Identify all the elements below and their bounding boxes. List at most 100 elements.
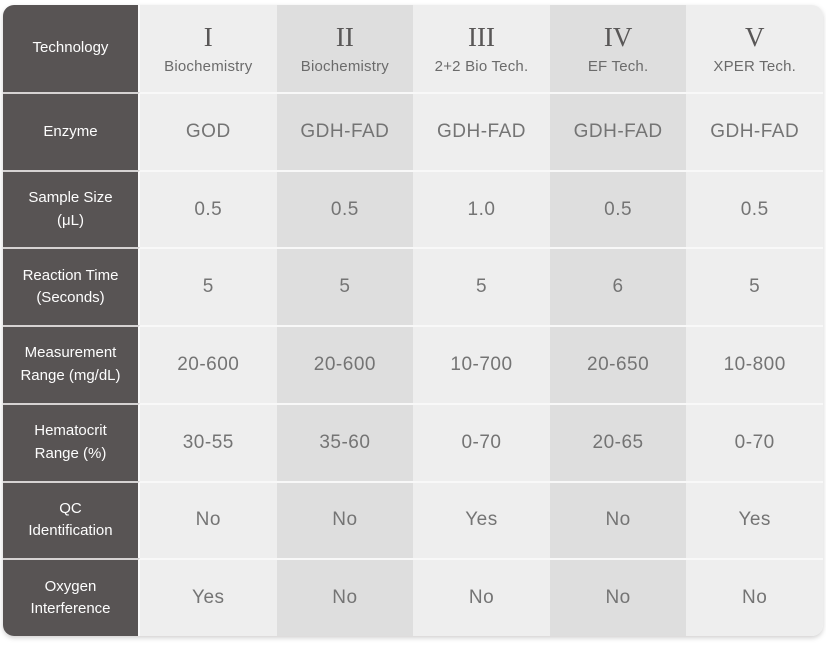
cell-value: 20-65 bbox=[592, 431, 644, 453]
row-header-technology: Technology bbox=[3, 5, 140, 92]
row-header-sample-size: Sample Size (μL) bbox=[3, 169, 140, 248]
cell-value: 0.5 bbox=[194, 198, 223, 220]
cell-value: GDH-FAD bbox=[573, 120, 663, 142]
row-header-qc-identification: QC Identification bbox=[3, 480, 140, 559]
column-numeral: IV bbox=[603, 21, 633, 52]
cell-value: Yes bbox=[192, 587, 225, 609]
column-numeral: I bbox=[203, 21, 213, 52]
cell-value: 0.5 bbox=[330, 198, 359, 220]
cell-III-qc-identification: Yes bbox=[413, 480, 550, 559]
cell-III-reaction-time: 5 bbox=[413, 247, 550, 326]
row-header-label: Oxygen bbox=[44, 577, 97, 595]
row-header-label: Technology bbox=[32, 39, 109, 57]
cell-II-reaction-time: 5 bbox=[276, 247, 414, 326]
column-tech-name: XPER Tech. bbox=[713, 58, 796, 76]
comparison-table: Technology I Biochemistry II Biochemistry III… bbox=[3, 5, 823, 636]
cell-V-qc-identification: Yes bbox=[686, 480, 823, 559]
cell-I-oxygen-interference: Yes bbox=[140, 558, 277, 636]
cell-V-oxygen-interference: No bbox=[686, 558, 823, 636]
cell-I-measurement-range: 20-600 bbox=[140, 325, 277, 403]
column-tech-name: Biochemistry bbox=[300, 58, 390, 76]
cell-II-hematocrit-range: 35-60 bbox=[276, 402, 414, 481]
cell-IV-enzyme: GDH-FAD bbox=[549, 92, 687, 170]
row-header-label: (μL) bbox=[57, 211, 84, 229]
cell-value: Yes bbox=[738, 509, 771, 531]
column-header-IV: IV EF Tech. bbox=[549, 5, 687, 92]
cell-III-hematocrit-range: 0-70 bbox=[413, 402, 550, 481]
row-header-label: Hematocrit bbox=[34, 422, 107, 440]
cell-value: 10-700 bbox=[450, 353, 513, 375]
cell-value: No bbox=[605, 587, 631, 609]
row-header-label: Range (%) bbox=[34, 444, 107, 462]
column-tech-name: EF Tech. bbox=[587, 58, 649, 76]
cell-value: GDH-FAD bbox=[300, 120, 390, 142]
cell-I-sample-size: 0.5 bbox=[140, 169, 277, 248]
row-header-enzyme: Enzyme bbox=[3, 92, 140, 170]
cell-value: 5 bbox=[475, 276, 488, 298]
cell-V-hematocrit-range: 0-70 bbox=[686, 402, 823, 481]
cell-III-measurement-range: 10-700 bbox=[413, 325, 550, 403]
cell-value: No bbox=[468, 587, 495, 609]
cell-III-sample-size: 1.0 bbox=[413, 169, 550, 248]
row-header-label: Enzyme bbox=[43, 122, 98, 140]
row-header-oxygen-interference: Oxygen Interference bbox=[3, 558, 140, 636]
cell-value: 0.5 bbox=[604, 198, 633, 220]
column-header-V: V XPER Tech. bbox=[686, 5, 823, 92]
cell-value: 0.5 bbox=[740, 198, 769, 220]
cell-V-measurement-range: 10-800 bbox=[686, 325, 823, 403]
cell-value: GOD bbox=[185, 120, 231, 142]
column-header-II: II Biochemistry bbox=[276, 5, 414, 92]
comparison-table-grid: Technology I Biochemistry II Biochemistry III… bbox=[3, 5, 823, 636]
cell-II-qc-identification: No bbox=[276, 480, 414, 559]
cell-II-sample-size: 0.5 bbox=[276, 169, 414, 248]
cell-V-enzyme: GDH-FAD bbox=[686, 92, 823, 170]
cell-value: 20-600 bbox=[177, 353, 240, 375]
cell-value: 1.0 bbox=[467, 198, 496, 220]
column-numeral: V bbox=[744, 21, 765, 52]
cell-value: 5 bbox=[339, 276, 351, 298]
row-header-label: Sample Size bbox=[28, 189, 113, 207]
row-header-label: (Seconds) bbox=[36, 289, 105, 307]
cell-II-oxygen-interference: No bbox=[276, 558, 414, 636]
cell-V-reaction-time: 5 bbox=[686, 247, 823, 326]
cell-V-sample-size: 0.5 bbox=[686, 169, 823, 248]
row-header-label: QC bbox=[59, 499, 82, 517]
cell-value: GDH-FAD bbox=[436, 120, 526, 142]
row-header-label: Reaction Time bbox=[22, 266, 119, 284]
column-tech-name: 2+2 Bio Tech. bbox=[434, 58, 529, 76]
cell-value: 6 bbox=[612, 276, 624, 298]
row-header-label: Range (mg/dL) bbox=[20, 366, 121, 384]
cell-value: 5 bbox=[202, 276, 214, 298]
row-header-hematocrit-range: Hematocrit Range (%) bbox=[3, 402, 140, 481]
row-header-reaction-time: Reaction Time (Seconds) bbox=[3, 247, 140, 326]
cell-value: 5 bbox=[749, 276, 761, 298]
cell-value: 10-800 bbox=[723, 353, 786, 375]
cell-I-hematocrit-range: 30-55 bbox=[140, 402, 277, 481]
cell-value: No bbox=[332, 587, 358, 609]
column-header-III: III 2+2 Bio Tech. bbox=[413, 5, 550, 92]
cell-value: 30-55 bbox=[182, 431, 234, 453]
row-header-label: Measurement bbox=[24, 344, 117, 362]
column-numeral: II bbox=[335, 21, 354, 52]
cell-value: 35-60 bbox=[319, 431, 371, 453]
cell-III-enzyme: GDH-FAD bbox=[413, 92, 550, 170]
cell-value: No bbox=[605, 509, 631, 531]
row-header-label: Identification bbox=[28, 522, 113, 540]
cell-I-reaction-time: 5 bbox=[140, 247, 277, 326]
cell-IV-qc-identification: No bbox=[549, 480, 687, 559]
cell-value: 20-650 bbox=[587, 353, 650, 375]
cell-IV-oxygen-interference: No bbox=[549, 558, 687, 636]
cell-value: Yes bbox=[465, 509, 498, 531]
column-tech-name: Biochemistry bbox=[164, 58, 253, 76]
cell-value: No bbox=[195, 509, 221, 531]
cell-value: 20-600 bbox=[313, 353, 376, 375]
cell-IV-measurement-range: 20-650 bbox=[549, 325, 687, 403]
column-numeral: III bbox=[468, 21, 495, 52]
cell-III-oxygen-interference: No bbox=[413, 558, 550, 636]
cell-value: GDH-FAD bbox=[710, 120, 800, 142]
column-header-I: I Biochemistry bbox=[140, 5, 277, 92]
cell-value: 0-70 bbox=[734, 431, 775, 453]
cell-value: No bbox=[332, 509, 358, 531]
cell-IV-sample-size: 0.5 bbox=[549, 169, 687, 248]
cell-IV-reaction-time: 6 bbox=[549, 247, 687, 326]
